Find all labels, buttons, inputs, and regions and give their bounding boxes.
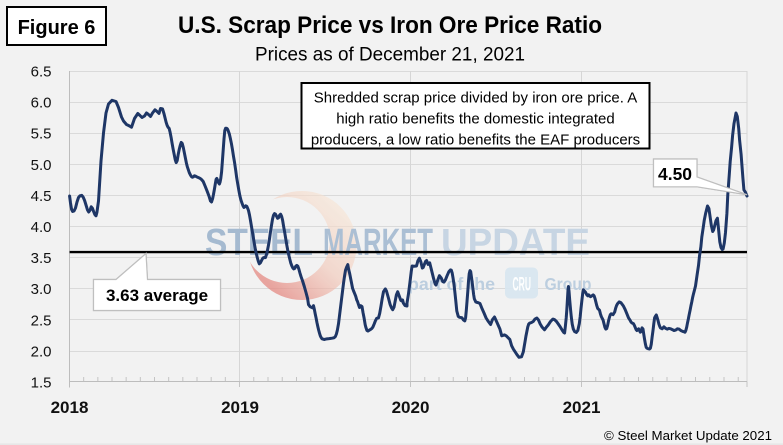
svg-text:4.0: 4.0 [31,219,52,236]
svg-text:2020: 2020 [392,398,430,417]
svg-text:2.5: 2.5 [31,312,52,329]
svg-text:4.5: 4.5 [31,188,52,205]
svg-text:STEEL: STEEL [205,222,313,264]
svg-text:3.5: 3.5 [31,250,52,267]
svg-text:high ratio benefits the domest: high ratio benefits the domestic integra… [336,111,615,128]
svg-text:CRU: CRU [513,275,532,296]
svg-text:6.0: 6.0 [31,95,52,112]
svg-text:Prices as of December 21, 2021: Prices as of December 21, 2021 [255,45,525,66]
svg-text:3.0: 3.0 [31,281,52,298]
svg-text:5.0: 5.0 [31,157,52,174]
svg-text:2018: 2018 [51,398,89,417]
svg-text:2.0: 2.0 [31,343,52,360]
svg-text:3.63 average: 3.63 average [106,286,208,305]
svg-text:UPDATE: UPDATE [441,222,590,264]
svg-text:MARKET: MARKET [323,222,433,264]
svg-text:Group: Group [545,274,592,294]
svg-text:U.S. Scrap Price vs Iron Ore P: U.S. Scrap Price vs Iron Ore Price Ratio [178,12,602,39]
svg-text:Figure 6: Figure 6 [18,17,96,39]
svg-text:5.5: 5.5 [31,126,52,143]
svg-text:2019: 2019 [221,398,259,417]
svg-text:Shredded scrap price divided: Shredded scrap price divided by iron ore… [314,90,638,107]
svg-text:© Steel Market Update 2021: © Steel Market Update 2021 [604,428,772,443]
svg-text:2021: 2021 [563,398,601,417]
svg-text:6.5: 6.5 [31,64,52,81]
svg-text:producers, a low ratio benefit: producers, a low ratio benefits the EAF … [311,132,640,149]
svg-text:1.5: 1.5 [31,375,52,392]
svg-text:4.50: 4.50 [658,164,692,184]
